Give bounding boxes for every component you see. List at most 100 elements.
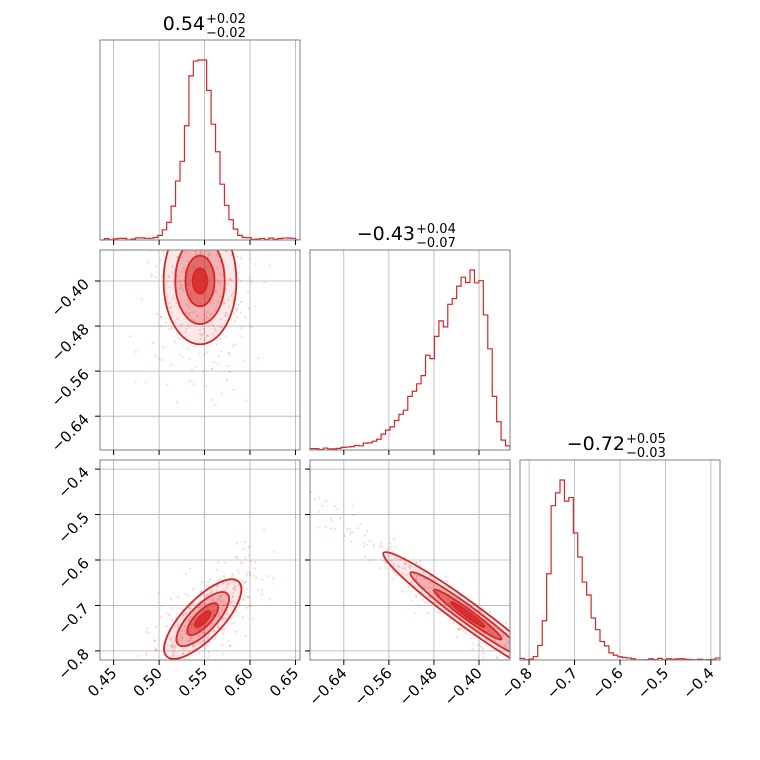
title-median: −0.43 bbox=[357, 223, 415, 245]
scatter-point bbox=[602, 727, 604, 729]
scatter-point bbox=[498, 648, 502, 651]
scatter-point bbox=[188, 211, 190, 213]
scatter-point bbox=[260, 589, 263, 592]
scatter-point bbox=[170, 363, 173, 366]
scatter-point bbox=[532, 661, 534, 663]
scatter-point bbox=[488, 610, 492, 613]
scatter-point bbox=[160, 315, 163, 318]
scatter-point bbox=[214, 309, 217, 312]
scatter-point bbox=[173, 645, 176, 648]
x-tick-label: −0.48 bbox=[396, 664, 441, 709]
scatter-point bbox=[207, 592, 210, 595]
scatter-point bbox=[368, 539, 371, 543]
scatter-point bbox=[182, 266, 185, 269]
scatter-point bbox=[238, 264, 241, 268]
scatter-point bbox=[159, 258, 163, 262]
scatter-point bbox=[199, 244, 201, 246]
scatter-point bbox=[249, 276, 252, 280]
scatter-point bbox=[216, 245, 218, 247]
scatter-point bbox=[244, 580, 248, 583]
scatter-point bbox=[415, 595, 418, 598]
scatter-point bbox=[172, 644, 175, 647]
scatter-point bbox=[205, 351, 208, 354]
scatter-point bbox=[455, 597, 458, 600]
scatter-point bbox=[232, 243, 234, 245]
scatter-point bbox=[219, 326, 222, 329]
scatter-point bbox=[551, 654, 553, 656]
scatter-point bbox=[193, 345, 196, 348]
scatter-point bbox=[350, 540, 353, 543]
scatter-point bbox=[203, 603, 207, 606]
x-tick-label: −0.5 bbox=[634, 664, 672, 702]
scatter-point bbox=[211, 367, 214, 370]
scatter-point bbox=[507, 640, 510, 644]
scatter-point bbox=[211, 240, 213, 242]
scatter-point bbox=[168, 285, 171, 289]
scatter-point bbox=[554, 671, 556, 673]
scatter-point bbox=[154, 647, 157, 651]
scatter-point bbox=[166, 612, 169, 615]
scatter-point bbox=[211, 398, 214, 401]
scatter-point bbox=[217, 611, 220, 615]
scatter-point bbox=[362, 542, 366, 545]
scatter-point bbox=[217, 626, 220, 629]
y-tick-label: −0.7 bbox=[54, 600, 92, 638]
scatter-point bbox=[422, 585, 425, 588]
scatter-point bbox=[478, 643, 481, 646]
scatter-point bbox=[462, 630, 465, 633]
scatter-point bbox=[429, 575, 432, 578]
scatter-point bbox=[216, 207, 218, 209]
scatter-point bbox=[512, 647, 514, 649]
scatter-point bbox=[334, 527, 337, 530]
scatter-point bbox=[230, 616, 233, 620]
scatter-point bbox=[197, 635, 200, 638]
panel-border bbox=[99, 39, 301, 241]
scatter-point bbox=[212, 242, 214, 244]
scatter-point bbox=[205, 384, 208, 387]
scatter-point bbox=[335, 508, 339, 511]
scatter-point bbox=[239, 561, 242, 564]
scatter-point bbox=[538, 676, 540, 678]
scatter-point bbox=[190, 317, 193, 320]
scatter-point bbox=[222, 632, 225, 635]
scatter-point bbox=[137, 672, 139, 674]
param-title-2: −0.43 +0.04−0.07 bbox=[357, 222, 456, 251]
scatter-point bbox=[154, 276, 157, 279]
scatter-point bbox=[477, 644, 480, 647]
scatter-point bbox=[256, 588, 259, 591]
scatter-point bbox=[512, 655, 514, 657]
scatter-point bbox=[404, 562, 407, 565]
scatter-point bbox=[231, 595, 235, 598]
scatter-point bbox=[150, 274, 153, 278]
scatter-point bbox=[137, 655, 140, 658]
scatter-point bbox=[205, 165, 207, 167]
scatter-point bbox=[171, 247, 173, 249]
y-tick-label: −0.40 bbox=[48, 275, 93, 320]
scatter-point bbox=[531, 668, 533, 670]
scatter-point bbox=[155, 649, 158, 652]
scatter-point bbox=[176, 212, 178, 214]
scatter-point bbox=[189, 638, 192, 641]
scatter-point bbox=[273, 550, 276, 553]
scatter-point bbox=[173, 648, 176, 651]
scatter-point bbox=[202, 318, 205, 322]
scatter-point bbox=[134, 380, 137, 383]
scatter-point bbox=[207, 317, 210, 320]
scatter-point bbox=[485, 639, 488, 642]
scatter-point bbox=[241, 561, 244, 564]
panel-border bbox=[99, 249, 301, 451]
scatter-point bbox=[235, 315, 238, 319]
title-minus: −0.02 bbox=[206, 26, 246, 41]
scatter-point bbox=[220, 600, 223, 603]
scatter-point bbox=[194, 227, 196, 229]
scatter-point bbox=[632, 716, 634, 718]
scatter-point bbox=[201, 581, 204, 584]
scatter-point bbox=[227, 277, 230, 281]
scatter-point bbox=[121, 683, 123, 685]
contour-level-4 bbox=[449, 601, 486, 628]
scatter-point bbox=[224, 335, 228, 338]
scatter-point bbox=[232, 196, 234, 198]
scatter-point bbox=[206, 581, 210, 584]
scatter-point bbox=[232, 190, 234, 192]
